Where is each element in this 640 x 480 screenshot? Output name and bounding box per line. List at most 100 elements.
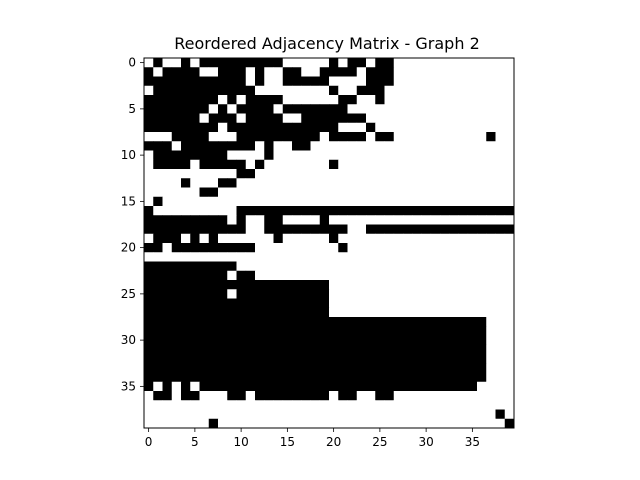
- matrix-cell: [162, 206, 173, 216]
- matrix-cell: [310, 317, 321, 327]
- matrix-cell: [477, 122, 487, 133]
- matrix-cell: [366, 363, 376, 373]
- matrix-cell: [319, 261, 330, 272]
- matrix-cell: [264, 252, 274, 262]
- matrix-cell: [144, 141, 154, 151]
- matrix-cell: [255, 354, 265, 364]
- matrix-cell: [384, 132, 395, 142]
- matrix-cell: [384, 104, 395, 114]
- matrix-cell: [440, 400, 450, 410]
- matrix-cell: [440, 113, 450, 124]
- matrix-cell: [282, 76, 293, 87]
- matrix-cell: [467, 67, 478, 77]
- matrix-cell: [282, 326, 293, 336]
- matrix-cell: [301, 187, 311, 198]
- matrix-cell: [218, 409, 228, 420]
- matrix-cell: [467, 418, 478, 429]
- matrix-cell: [384, 326, 395, 336]
- matrix-cell: [153, 326, 163, 336]
- matrix-cell: [245, 261, 256, 272]
- matrix-cell: [153, 150, 163, 161]
- matrix-cell: [495, 150, 506, 161]
- matrix-cell: [255, 58, 265, 68]
- matrix-cell: [366, 141, 376, 151]
- matrix-cell: [440, 104, 450, 114]
- matrix-cell: [384, 363, 395, 373]
- matrix-cell: [430, 381, 441, 392]
- matrix-cell: [301, 224, 311, 235]
- matrix-cell: [255, 233, 265, 244]
- y-tick-label: 25: [121, 287, 136, 301]
- matrix-cell: [384, 335, 395, 346]
- matrix-cell: [412, 317, 422, 327]
- matrix-cell: [393, 187, 404, 198]
- matrix-cell: [347, 261, 358, 272]
- matrix-cell: [421, 150, 432, 161]
- matrix-cell: [227, 381, 237, 392]
- matrix-cell: [458, 224, 469, 235]
- matrix-cell: [301, 178, 311, 188]
- matrix-cell: [375, 400, 385, 410]
- matrix-cell: [227, 104, 237, 114]
- matrix-cell: [310, 76, 321, 87]
- matrix-cell: [181, 178, 191, 188]
- matrix-cell: [458, 270, 469, 281]
- matrix-cell: [144, 363, 154, 373]
- matrix-cell: [467, 141, 478, 151]
- matrix-cell: [449, 400, 459, 410]
- matrix-cell: [347, 95, 358, 105]
- matrix-cell: [292, 122, 302, 133]
- matrix-cell: [181, 270, 191, 281]
- matrix-cell: [477, 307, 487, 318]
- matrix-cell: [384, 113, 395, 124]
- matrix-cell: [347, 252, 358, 262]
- matrix-cell: [153, 289, 163, 299]
- matrix-cell: [477, 224, 487, 235]
- matrix-cell: [449, 252, 459, 262]
- matrix-cell: [153, 391, 163, 401]
- matrix-cell: [282, 243, 293, 253]
- matrix-cell: [208, 280, 219, 290]
- matrix-cell: [393, 215, 404, 225]
- matrix-cell: [495, 187, 506, 198]
- matrix-cell: [190, 307, 200, 318]
- matrix-cell: [199, 252, 210, 262]
- matrix-cell: [245, 372, 256, 383]
- matrix-cell: [412, 409, 422, 420]
- matrix-cell: [162, 372, 173, 383]
- matrix-cell: [255, 67, 265, 77]
- matrix-cell: [375, 132, 385, 142]
- matrix-cell: [384, 289, 395, 299]
- matrix-cell: [153, 76, 163, 87]
- matrix-cell: [264, 418, 274, 429]
- matrix-cell: [366, 418, 376, 429]
- matrix-cell: [366, 344, 376, 355]
- matrix-cell: [412, 307, 422, 318]
- matrix-cell: [356, 372, 367, 383]
- matrix-cell: [273, 298, 284, 309]
- matrix-cell: [486, 178, 496, 188]
- matrix-cell: [273, 391, 284, 401]
- matrix-cell: [255, 400, 265, 410]
- matrix-cell: [282, 335, 293, 346]
- matrix-cell: [282, 298, 293, 309]
- matrix-cell: [227, 113, 237, 124]
- matrix-cell: [384, 270, 395, 281]
- matrix-cell: [403, 289, 413, 299]
- matrix-cell: [329, 215, 339, 225]
- matrix-cell: [190, 113, 200, 124]
- matrix-cell: [356, 298, 367, 309]
- matrix-cell: [440, 280, 450, 290]
- matrix-cell: [449, 178, 459, 188]
- matrix-cell: [227, 196, 237, 207]
- matrix-cell: [208, 76, 219, 87]
- matrix-cell: [319, 178, 330, 188]
- matrix-cell: [430, 363, 441, 373]
- matrix-cell: [347, 206, 358, 216]
- matrix-cell: [356, 215, 367, 225]
- matrix-cell: [338, 159, 348, 170]
- matrix-cell: [218, 196, 228, 207]
- matrix-cell: [190, 104, 200, 114]
- matrix-cell: [504, 206, 515, 216]
